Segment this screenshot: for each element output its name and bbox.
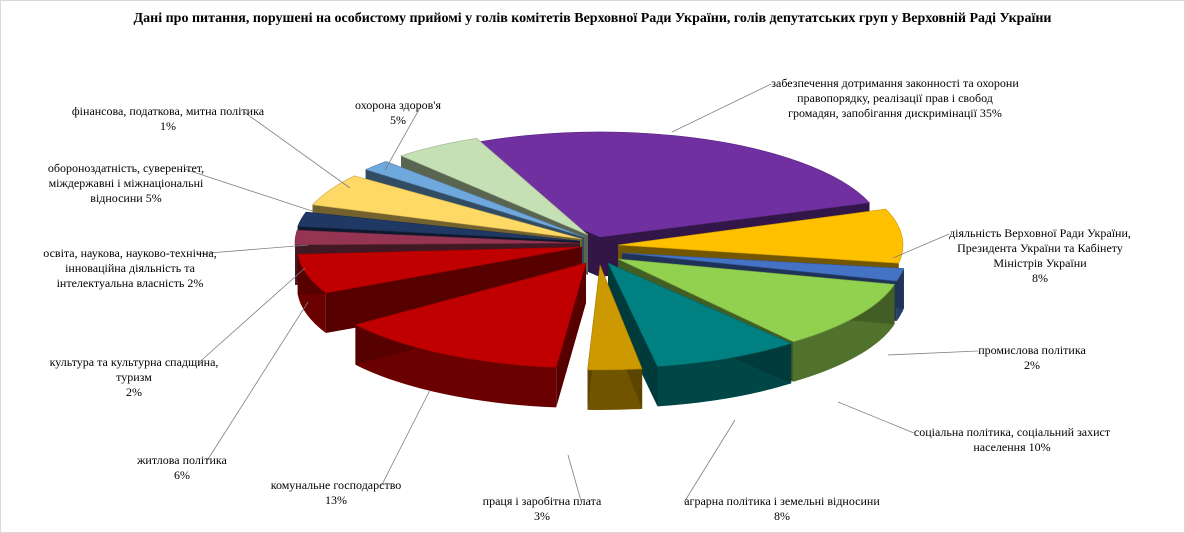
slice-label-pct: 8% — [773, 509, 790, 523]
chart-title: Дані про питання, порушені на особистому… — [133, 11, 1052, 26]
pie-slice — [607, 262, 793, 407]
slice-label: фінансова, податкова, митна політика 1% — [72, 104, 264, 134]
slice-label: обороноздатність, суверенітет, міждержавн… — [48, 161, 204, 206]
slice-label-line: інноваційна діяльність та — [65, 261, 195, 275]
leader-line — [243, 111, 351, 189]
slice-label-pct: 13% — [325, 493, 347, 507]
slice-label-line: комунальне господарство — [270, 478, 402, 492]
pie-slice-top — [364, 161, 585, 238]
leader-line — [184, 168, 316, 213]
leader-line — [671, 83, 772, 133]
pie-slice-top — [617, 208, 904, 264]
pie-slice-top — [297, 246, 583, 294]
slice-label-line: правопорядку, реалізації прав і свобод — [797, 91, 993, 105]
leader-line — [892, 233, 950, 259]
pie-slice — [354, 262, 587, 408]
leader-line — [837, 401, 915, 434]
pie-slice-side — [587, 368, 643, 410]
slice-label: праця і заробітна плата 3% — [483, 494, 602, 524]
pie-slice-top — [621, 252, 905, 282]
slice-label-line: Міністрів України — [993, 256, 1087, 270]
pie-slice-top — [587, 264, 643, 371]
slice-label: культура та культурна спадщина, туризм 2% — [50, 355, 219, 400]
slice-label-line: культура та культурна спадщина, — [49, 355, 219, 369]
leader-line — [198, 267, 306, 364]
slice-label-line: громадян, запобігання дискримінації 35% — [788, 106, 1002, 120]
slice-label-line: аграрна політика і земельні відносини — [684, 494, 880, 508]
leader-line — [683, 419, 736, 503]
pie-slice-top — [354, 262, 587, 368]
leader-line — [380, 389, 431, 487]
pie-slice-top — [607, 262, 793, 367]
slice-label: охорона здоров'я 5% — [355, 98, 441, 128]
slice-label-line: забезпечення дотримання законності та ох… — [771, 76, 1019, 90]
slice-label-pct: 1% — [159, 119, 176, 133]
slice-label-line: інтелектуальна власність 2% — [56, 276, 204, 290]
slice-label-pct: 6% — [174, 468, 190, 482]
slice-label-pct: 2% — [125, 385, 142, 399]
slice-label-line: населення 10% — [973, 440, 1051, 454]
leader-line — [196, 244, 309, 255]
slice-label: освіта, наукова, науково-технічна, іннова… — [43, 246, 216, 291]
slice-label-line: освіта, наукова, науково-технічна, — [43, 246, 217, 260]
slice-label-line: соціальна політика, соціальний захист — [913, 425, 1111, 439]
pie-slice-top — [400, 138, 589, 236]
slice-label-line: туризм — [116, 370, 152, 384]
slice-label: промислова політика 2% — [978, 343, 1086, 373]
slice-label: забезпечення дотримання законності та ох… — [771, 76, 1019, 121]
pie-slice — [587, 264, 643, 410]
slice-label-line: охорона здоров'я — [355, 98, 441, 112]
leader-line — [567, 454, 582, 503]
pie-slice-top — [297, 211, 581, 242]
pie-slice-top — [617, 258, 896, 343]
slice-label-pct: 3% — [533, 509, 550, 523]
slice-label-pct: 5% — [390, 113, 406, 127]
slice-label-line: Президента України та Кабінету — [957, 241, 1123, 255]
pie-slice-top — [294, 229, 581, 246]
leader-line — [887, 350, 979, 356]
slice-label-line: обороноздатність, суверенітет, — [47, 161, 205, 175]
slice-label-line: промислова політика — [978, 343, 1086, 357]
slice-label-line: відносини 5% — [90, 191, 162, 205]
pie-slice — [297, 246, 583, 334]
slice-label-line: житлова політика — [137, 453, 227, 467]
leader-line — [384, 105, 422, 171]
slice-label-pct: 2% — [1024, 358, 1040, 372]
slice-label: житлова політика 6% — [137, 453, 227, 483]
slice-label: аграрна політика і земельні відносини 8% — [684, 494, 880, 524]
pie-slice-top — [311, 175, 583, 240]
slice-label: діяльність Верховної Ради України, Презид… — [949, 226, 1131, 286]
slice-label-pct: 8% — [1031, 271, 1048, 285]
slice-label-line: фінансова, податкова, митна політика — [71, 104, 265, 118]
slice-label: соціальна політика, соціальний захист нас… — [914, 425, 1110, 455]
slice-label-line: праця і заробітна плата — [482, 494, 602, 508]
slice-label-line: міждержавні і міжнаціональні — [48, 176, 204, 190]
slice-label: комунальне господарство 13% — [271, 478, 402, 508]
pie-slice-wall — [608, 263, 658, 407]
slice-label-line: діяльність Верховної Ради України, — [949, 226, 1131, 240]
leader-line — [206, 301, 309, 462]
